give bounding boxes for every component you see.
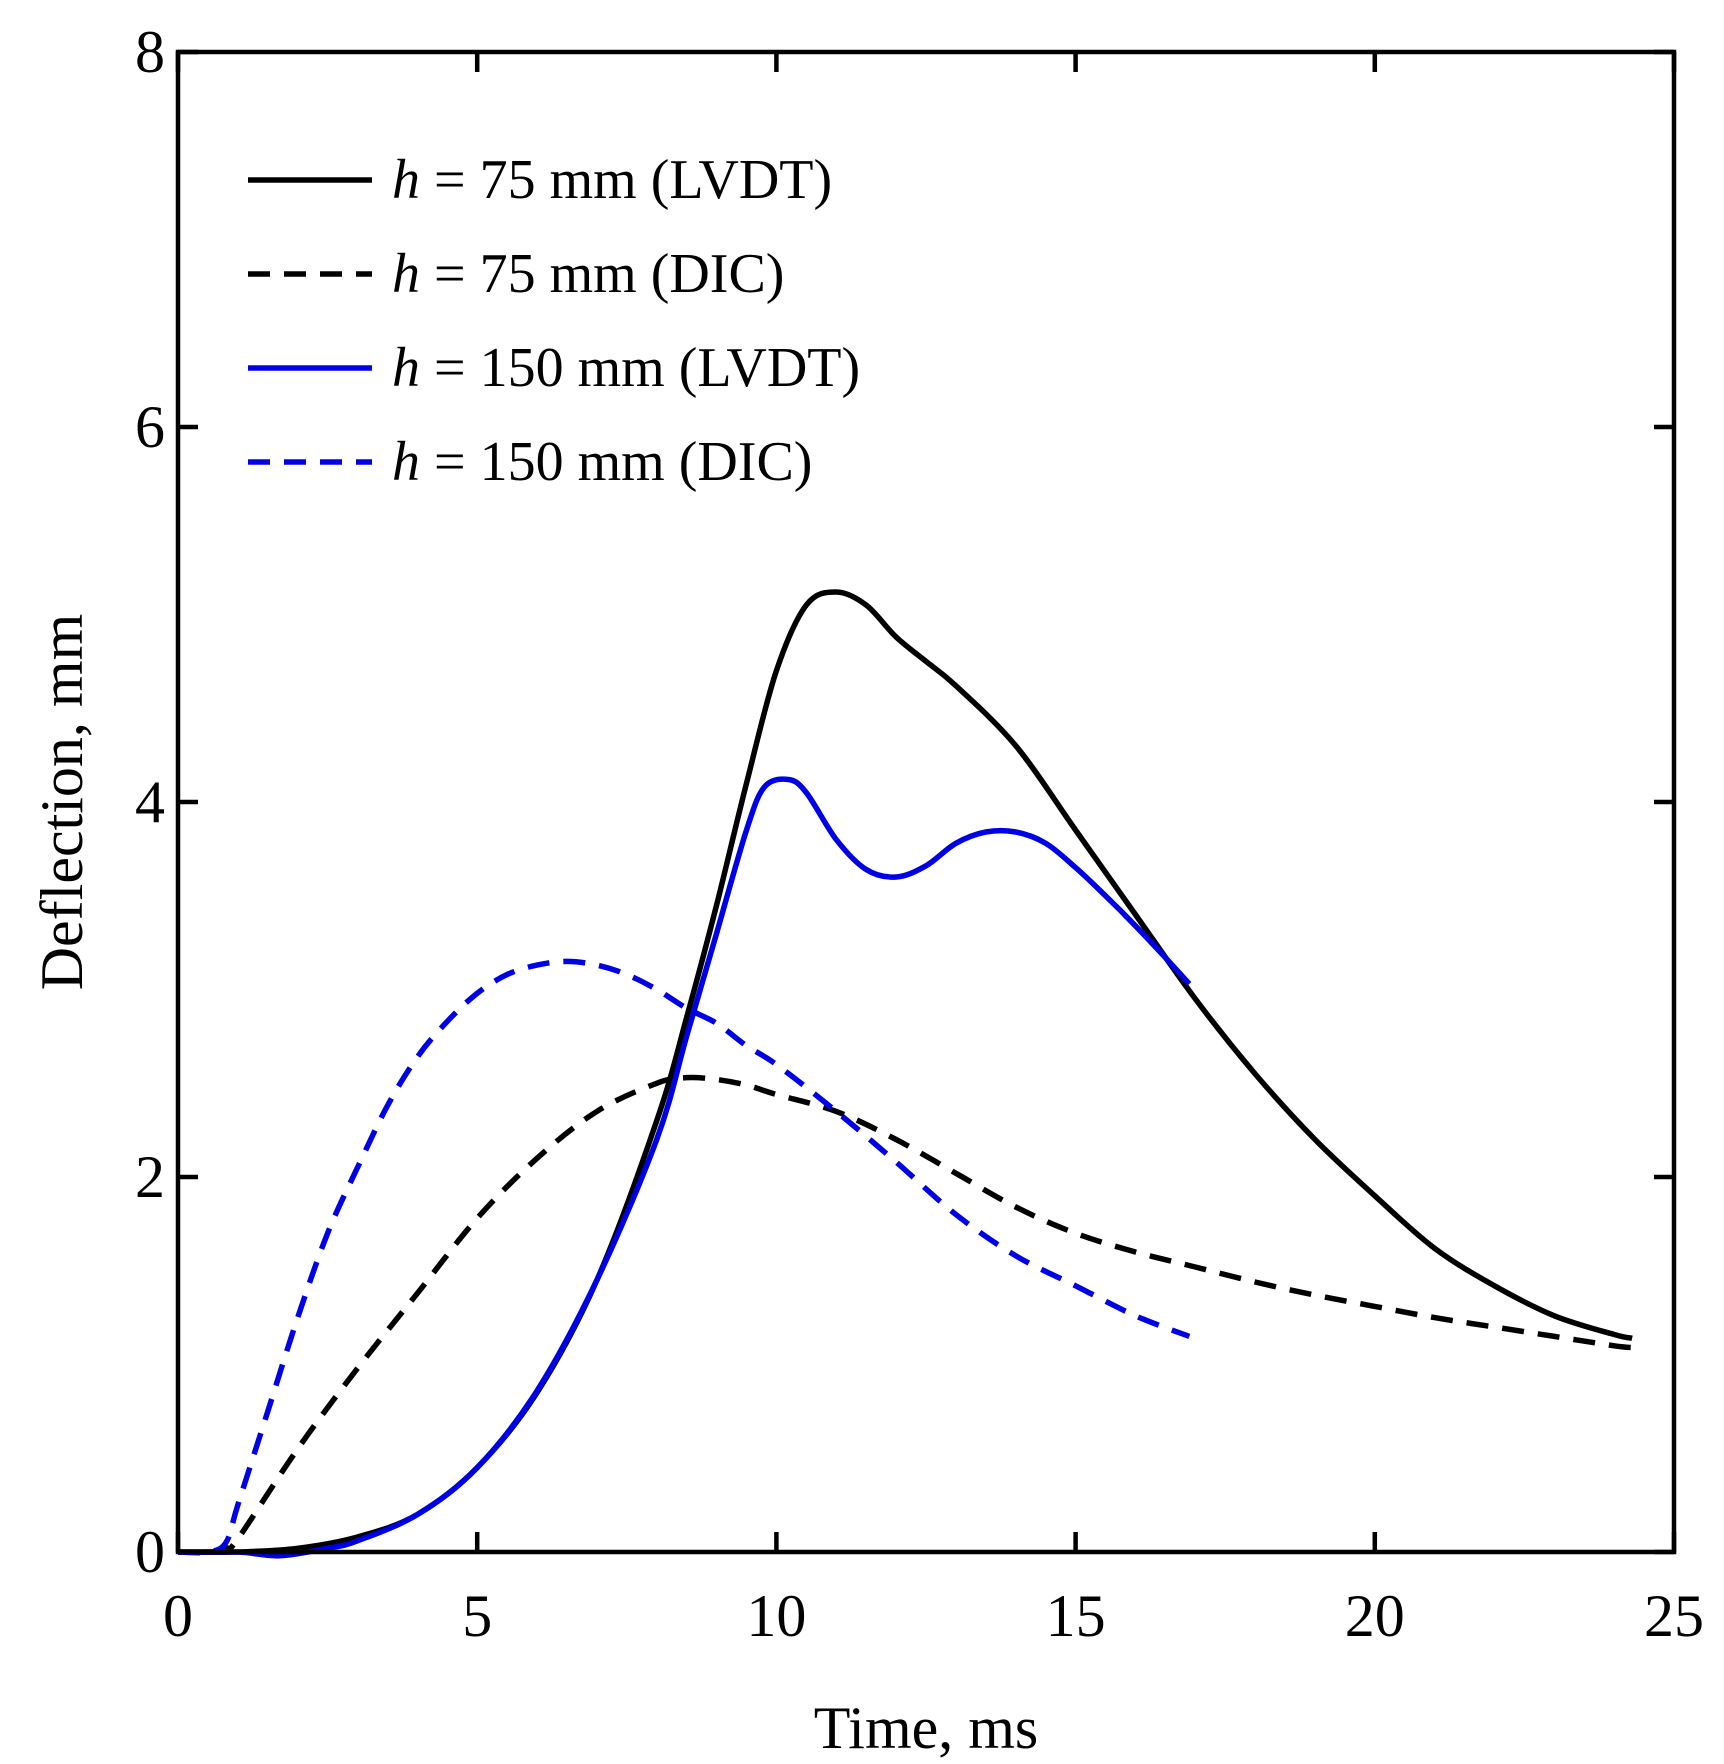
x-tick-label-2: 10 <box>746 1583 806 1649</box>
y-tick-label-2: 4 <box>135 769 165 835</box>
legend-label-2: h = 75 mm (DIC) <box>392 243 784 305</box>
x-tick-label-4: 20 <box>1345 1583 1405 1649</box>
legend-label-3: h = 150 mm (LVDT) <box>392 337 860 399</box>
legend: h = 75 mm (LVDT) h = 75 mm (DIC) h = 150 m… <box>248 149 860 493</box>
y-tick-label-0: 0 <box>135 1519 165 1585</box>
y-axis-title: Deflection, mm <box>29 614 95 991</box>
x-tick-label-5: 25 <box>1644 1583 1704 1649</box>
legend-label-1: h = 75 mm (LVDT) <box>392 149 832 211</box>
series-line-1 <box>177 589 1633 1556</box>
axis-tick-labels: 0 5 10 15 20 25 0 2 4 6 8 <box>135 19 1704 1649</box>
x-tick-label-1: 5 <box>462 1583 492 1649</box>
x-tick-label-3: 15 <box>1046 1583 1106 1649</box>
series-line-4 <box>177 958 1191 1556</box>
y-tick-label-1: 2 <box>135 1144 165 1210</box>
y-tick-label-4: 8 <box>135 19 165 85</box>
axis-ticks <box>175 49 1677 1555</box>
series-line-3 <box>177 776 1192 1559</box>
series-line-2 <box>177 1074 1633 1556</box>
x-axis-title: Time, ms <box>814 1695 1039 1761</box>
y-tick-label-3: 6 <box>135 394 165 460</box>
legend-label-4: h = 150 mm (DIC) <box>392 431 812 493</box>
plot-series <box>177 589 1633 1559</box>
x-tick-label-0: 0 <box>163 1583 193 1649</box>
